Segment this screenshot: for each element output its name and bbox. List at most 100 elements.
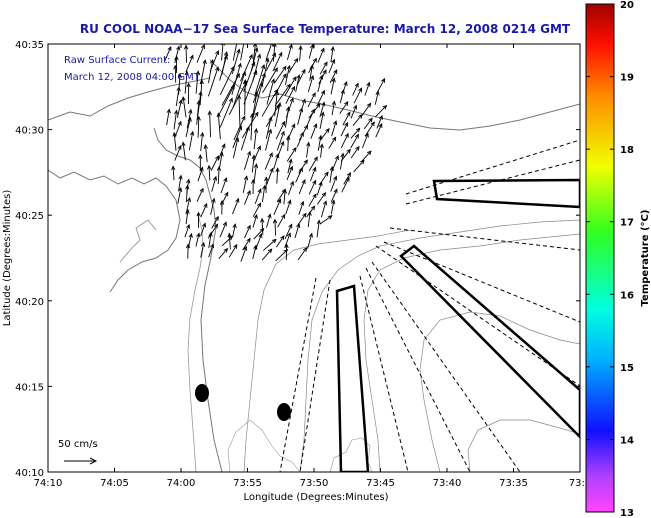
current-vector bbox=[364, 82, 370, 96]
current-vector-head bbox=[353, 104, 357, 110]
current-vector bbox=[264, 152, 273, 170]
current-vector-head bbox=[200, 44, 205, 50]
current-vector bbox=[209, 111, 211, 138]
current-vector-head bbox=[298, 45, 303, 51]
current-vector-head bbox=[196, 232, 201, 238]
current-vector bbox=[361, 150, 372, 162]
current-vector bbox=[217, 166, 220, 185]
current-vector-head bbox=[310, 205, 316, 211]
current-vector-head bbox=[316, 102, 321, 108]
isobath-7 bbox=[329, 437, 373, 472]
current-vector bbox=[243, 190, 251, 205]
current-vector-head bbox=[178, 174, 183, 180]
current-vector-head bbox=[301, 68, 306, 74]
current-vector-head bbox=[312, 179, 317, 185]
current-vector-head bbox=[238, 125, 243, 131]
current-vector-head bbox=[198, 154, 203, 159]
current-vector bbox=[200, 203, 208, 218]
x-tick-label: 73:45 bbox=[366, 478, 395, 489]
current-vector bbox=[316, 181, 322, 196]
current-vector-head bbox=[343, 81, 348, 87]
current-vector-head bbox=[311, 92, 316, 98]
current-vector bbox=[208, 59, 214, 84]
current-vector-head bbox=[264, 176, 269, 182]
current-vector-head bbox=[280, 235, 285, 241]
current-vector bbox=[287, 159, 292, 174]
current-vector-head bbox=[265, 57, 270, 63]
current-vector-head bbox=[275, 153, 280, 159]
current-vector bbox=[352, 114, 363, 126]
x-tick-label: 74:05 bbox=[100, 478, 129, 489]
current-vector bbox=[287, 136, 289, 152]
current-vector-head bbox=[286, 83, 291, 89]
current-vector bbox=[221, 235, 233, 247]
current-vector-head bbox=[262, 184, 267, 190]
current-vector-head bbox=[282, 73, 287, 78]
current-vector bbox=[340, 133, 349, 149]
current-vector bbox=[297, 69, 306, 85]
current-vector-head bbox=[301, 98, 306, 104]
current-vector-head bbox=[246, 237, 251, 243]
current-vector-head bbox=[282, 188, 288, 194]
current-vector-head bbox=[200, 131, 205, 137]
current-vector bbox=[231, 49, 240, 75]
current-vector bbox=[244, 225, 251, 239]
x-tick-label: 73:55 bbox=[233, 478, 262, 489]
colorbar-tick-label: 14 bbox=[620, 435, 634, 446]
current-vector bbox=[309, 167, 316, 182]
current-vector bbox=[265, 117, 272, 139]
current-vector-head bbox=[253, 244, 258, 250]
current-arrows bbox=[164, 44, 388, 262]
current-vector bbox=[251, 155, 255, 173]
current-vector-head bbox=[196, 211, 201, 217]
current-vector bbox=[308, 193, 317, 207]
current-vector-head bbox=[253, 127, 259, 133]
current-vector bbox=[177, 187, 182, 204]
current-vector bbox=[252, 73, 266, 103]
current-vector bbox=[200, 132, 203, 152]
current-vector bbox=[195, 233, 200, 247]
current-vector bbox=[328, 137, 337, 149]
current-vector bbox=[265, 53, 276, 72]
current-vector bbox=[331, 121, 337, 137]
current-vector bbox=[253, 146, 261, 163]
current-vector bbox=[208, 165, 211, 181]
current-vector-head bbox=[358, 87, 363, 93]
current-vector bbox=[276, 235, 285, 248]
current-vector bbox=[330, 200, 335, 215]
current-vector bbox=[185, 117, 191, 138]
current-vector-head bbox=[268, 116, 273, 122]
current-vector-head bbox=[167, 45, 172, 51]
current-vector bbox=[330, 176, 337, 192]
current-vector bbox=[266, 168, 274, 185]
current-vector-head bbox=[211, 197, 216, 203]
current-vector-head bbox=[219, 199, 225, 205]
current-vector-head bbox=[196, 115, 201, 121]
current-vector-head bbox=[346, 172, 351, 177]
current-vector-head bbox=[299, 131, 304, 137]
current-vector-head bbox=[176, 45, 181, 51]
current-vector bbox=[339, 89, 345, 104]
current-vector-head bbox=[289, 180, 295, 186]
current-vector-head bbox=[177, 144, 182, 150]
current-vector bbox=[272, 52, 283, 72]
colorbar-label: Temperature (°C) bbox=[640, 210, 651, 307]
current-vector bbox=[252, 214, 258, 228]
current-vector-head bbox=[272, 218, 278, 224]
current-vector-head bbox=[253, 163, 259, 169]
current-vector bbox=[319, 61, 328, 75]
current-vector-head bbox=[199, 166, 204, 172]
current-vector bbox=[308, 44, 314, 59]
current-vector bbox=[244, 80, 246, 116]
current-vector bbox=[196, 188, 204, 202]
current-vector-head bbox=[271, 238, 277, 244]
current-vector bbox=[217, 84, 235, 117]
current-vector-head bbox=[313, 123, 318, 129]
current-vector-head bbox=[333, 175, 338, 181]
current-vector bbox=[261, 89, 278, 117]
current-vector-head bbox=[320, 47, 325, 53]
current-vector-head bbox=[189, 54, 194, 60]
current-vector-head bbox=[320, 89, 325, 95]
current-vector bbox=[200, 242, 205, 258]
current-vector-head bbox=[261, 72, 266, 78]
